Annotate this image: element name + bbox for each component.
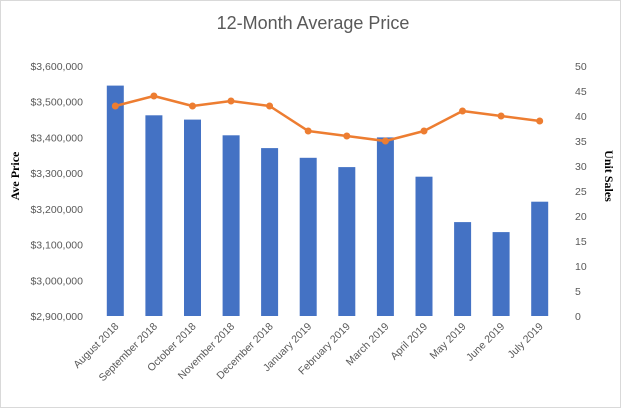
line-point <box>343 132 351 140</box>
right-tick-label: 45 <box>575 86 587 98</box>
right-axis-ticks: 0 5 10 15 20 25 30 35 40 45 50 <box>575 61 587 323</box>
right-tick-label: 15 <box>575 236 587 248</box>
bar <box>531 201 549 316</box>
right-tick-label: 5 <box>575 286 581 298</box>
right-tick-label: 0 <box>575 311 581 323</box>
line-point <box>111 102 119 110</box>
bar <box>184 119 201 316</box>
bar <box>145 115 163 316</box>
bar <box>415 176 433 316</box>
x-tick-label: May 2019 <box>428 321 469 362</box>
right-tick-label: 25 <box>575 186 587 198</box>
line-point <box>536 117 544 125</box>
line-point <box>381 137 389 145</box>
line-point <box>150 92 158 100</box>
right-tick-label: 30 <box>575 161 587 173</box>
bar <box>492 232 510 316</box>
y2-axis-title: Unit Sales <box>602 150 616 202</box>
bar <box>261 148 279 316</box>
right-tick-label: 35 <box>575 136 587 148</box>
y-axis-title: Ave Price <box>8 151 22 200</box>
line-point <box>227 97 235 105</box>
right-tick-label: 20 <box>575 211 587 223</box>
chart-title: 12-Month Average Price <box>217 13 410 33</box>
x-tick-label: April 2019 <box>388 321 430 363</box>
right-tick-label: 50 <box>575 61 587 73</box>
right-tick-label: 40 <box>575 111 587 123</box>
bar-series <box>106 85 549 316</box>
line-point <box>189 102 196 110</box>
x-tick-label: June 2019 <box>464 321 507 364</box>
line-point <box>266 102 274 110</box>
line-point <box>497 112 505 120</box>
line-point <box>420 127 428 135</box>
x-tick-label: July 2019 <box>506 321 546 361</box>
left-tick-label: $3,200,000 <box>30 204 83 216</box>
left-tick-label: $3,100,000 <box>30 240 83 252</box>
bar <box>454 222 472 316</box>
bar <box>222 135 240 316</box>
left-tick-label: $3,600,000 <box>30 61 83 73</box>
left-tick-label: $3,300,000 <box>30 168 83 180</box>
line-point <box>459 107 466 115</box>
bar <box>299 157 317 316</box>
line-series <box>111 92 544 145</box>
bar <box>106 85 124 316</box>
bar <box>376 137 394 316</box>
left-tick-label: $3,400,000 <box>30 132 83 144</box>
bar <box>338 167 356 316</box>
left-axis-ticks: $2,900,000 $3,000,000 $3,100,000 $3,200,000… <box>30 61 83 323</box>
left-tick-label: $2,900,000 <box>30 311 83 323</box>
left-tick-label: $3,000,000 <box>30 275 83 287</box>
right-tick-label: 10 <box>575 261 587 273</box>
left-tick-label: $3,500,000 <box>30 97 83 109</box>
line-point <box>304 127 312 135</box>
unit-sales-line <box>114 94 540 143</box>
